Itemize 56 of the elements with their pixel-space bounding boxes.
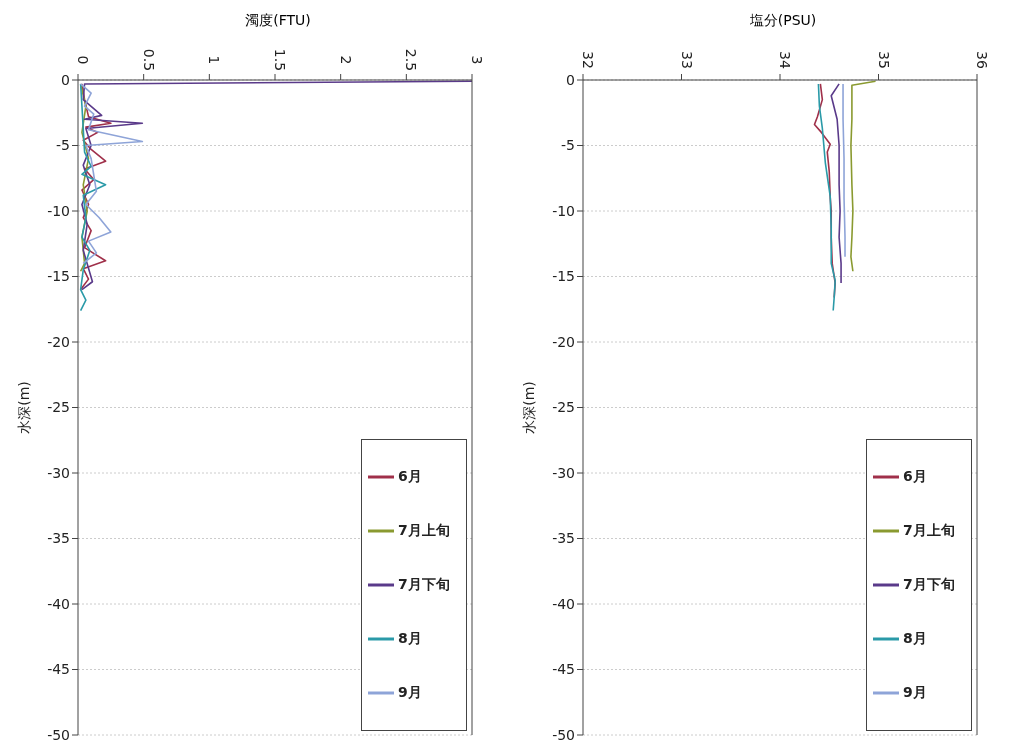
legend-label: 7月下旬 — [398, 576, 450, 594]
x-axis-title: 濁度(FTU) — [244, 12, 312, 30]
line-series — [842, 83, 846, 258]
y-tick-label: -20 — [47, 333, 70, 350]
y-tick-label: -20 — [552, 333, 575, 350]
y-tick-label: -45 — [552, 661, 575, 678]
legend-label: 7月上旬 — [398, 522, 450, 540]
y-tick-label: -15 — [47, 268, 70, 285]
x-tick-label: 34 — [777, 51, 793, 69]
y-tick-label: -25 — [552, 399, 575, 416]
legend-label: 8月 — [398, 630, 422, 648]
line-series — [79, 83, 107, 312]
y-tick-label: -45 — [47, 661, 70, 678]
legend-label: 7月下旬 — [903, 576, 955, 594]
y-tick-label: -50 — [552, 726, 575, 740]
legend-label: 7月上旬 — [903, 522, 955, 540]
line-series — [81, 80, 472, 291]
y-tick-label: -5 — [56, 137, 70, 154]
y-tick-label: -30 — [47, 464, 70, 481]
x-tick-label: 32 — [580, 51, 596, 69]
y-tick-label: 0 — [566, 71, 575, 88]
x-tick-label: 35 — [875, 51, 892, 69]
x-tick-label: 3 — [469, 55, 485, 65]
y-tick-label: -30 — [552, 464, 575, 481]
legend-label: 9月 — [398, 684, 422, 702]
x-tick-label: 1 — [206, 55, 223, 65]
y-axis-title: 水深(m) — [15, 381, 32, 434]
y-tick-label: -50 — [47, 726, 70, 740]
y-tick-label: -40 — [47, 595, 70, 612]
line-series — [830, 83, 842, 284]
y-tick-label: -25 — [47, 399, 70, 416]
line-series — [79, 83, 112, 291]
x-tick-label: 2 — [337, 55, 354, 65]
legend-label: 9月 — [903, 684, 927, 702]
legend-label: 8月 — [903, 630, 927, 648]
y-tick-label: -10 — [47, 202, 70, 219]
x-tick-label: 36 — [974, 51, 990, 69]
x-axis-title: 塩分(PSU) — [748, 12, 818, 30]
legend-label: 6月 — [903, 468, 927, 486]
y-tick-label: -15 — [552, 268, 575, 285]
y-tick-label: -10 — [552, 202, 575, 219]
y-tick-label: 0 — [61, 71, 70, 88]
x-tick-label: 0.5 — [140, 48, 157, 72]
x-tick-label: 33 — [678, 51, 695, 69]
y-tick-label: -5 — [561, 137, 575, 154]
y-axis-title: 水深(m) — [520, 381, 537, 434]
x-tick-label: 2.5 — [403, 48, 420, 72]
line-series — [79, 83, 144, 265]
x-tick-label: 1.5 — [272, 48, 288, 72]
legend-label: 6月 — [398, 468, 422, 486]
line-series — [850, 80, 877, 273]
y-tick-label: -35 — [47, 530, 70, 547]
x-tick-label: 0 — [75, 55, 91, 65]
line-series — [817, 83, 836, 312]
y-tick-label: -35 — [552, 530, 575, 547]
y-tick-label: -40 — [552, 595, 575, 612]
